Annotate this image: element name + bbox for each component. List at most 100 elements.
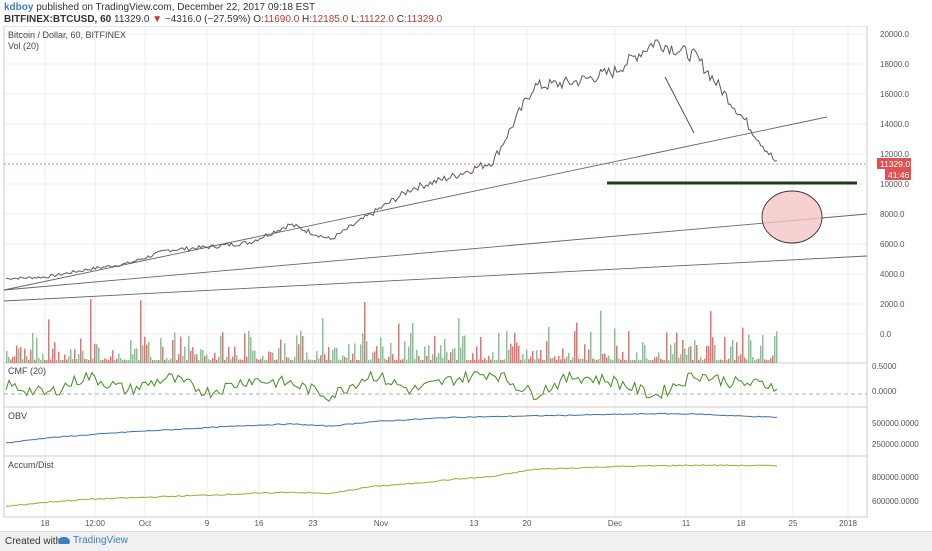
volume-bar xyxy=(170,358,172,363)
volume-bar xyxy=(26,356,28,363)
volume-bar xyxy=(542,359,544,363)
volume-bar xyxy=(410,332,412,363)
volume-bar xyxy=(282,359,284,363)
volume-bar xyxy=(530,356,532,363)
volume-bar xyxy=(294,356,296,363)
volume-bar xyxy=(360,344,362,363)
volume-bar xyxy=(496,359,498,363)
volume-bar xyxy=(492,352,494,363)
volume-bar xyxy=(474,359,476,363)
volume-bar xyxy=(340,359,342,363)
volume-bar xyxy=(672,354,674,363)
volume-bar xyxy=(666,332,668,363)
volume-bar xyxy=(570,359,572,363)
volume-bar xyxy=(158,359,160,363)
volume-bar xyxy=(618,358,620,363)
symbol-label: BITFINEX:BTCUSD, 60 xyxy=(4,14,112,25)
volume-bar xyxy=(638,359,640,363)
tradingview-logo[interactable]: TradingView xyxy=(58,535,128,546)
volume-bar xyxy=(402,359,404,363)
volume-bar xyxy=(500,359,502,363)
volume-bar xyxy=(486,359,488,363)
volume-bar xyxy=(110,356,112,363)
volume-bar xyxy=(466,359,468,363)
volume-bar xyxy=(536,350,538,363)
volume-bar xyxy=(776,331,778,363)
volume-bar xyxy=(740,354,742,363)
time-tick-label: Dec xyxy=(608,519,622,528)
highlight-ellipse xyxy=(761,190,823,244)
volume-bar xyxy=(634,359,636,363)
volume-bar xyxy=(760,345,762,363)
volume-bar xyxy=(444,339,446,363)
volume-bar xyxy=(518,345,520,363)
volume-bar xyxy=(600,310,602,363)
volume-bar xyxy=(472,353,474,363)
volume-bar xyxy=(616,345,618,363)
volume-bar xyxy=(104,358,106,363)
volume-bar xyxy=(226,356,228,363)
volume-bar xyxy=(98,347,100,363)
volume-bar xyxy=(684,348,686,363)
volume-bar xyxy=(458,318,460,363)
indicator-tick-label: 500000.0000 xyxy=(872,419,919,428)
volume-bar xyxy=(34,359,36,363)
volume-bar xyxy=(182,356,184,363)
volume-bar xyxy=(194,354,196,363)
volume-bar xyxy=(6,350,8,363)
chart-area[interactable]: Bitcoin / Dollar, 60, BITFINEX Vol (20) … xyxy=(0,26,932,531)
volume-bar xyxy=(92,358,94,363)
change-value: −4316.0 (−27.59%) xyxy=(164,14,251,25)
volume-bar xyxy=(658,352,660,363)
volume-bar xyxy=(522,354,524,363)
volume-bar xyxy=(144,336,146,363)
volume-bar xyxy=(440,345,442,363)
volume-bar xyxy=(510,343,512,363)
author-name[interactable]: kdboy xyxy=(4,2,34,13)
volume-bar xyxy=(164,359,166,363)
volume-bar xyxy=(322,318,324,363)
volume-bar xyxy=(48,319,50,363)
volume-bar xyxy=(202,350,204,363)
countdown-tag xyxy=(885,169,911,180)
published-text: published on TradingView.com, December 2… xyxy=(36,2,316,13)
volume-bar xyxy=(240,359,242,363)
volume-bar xyxy=(548,326,550,363)
volume-bar xyxy=(198,359,200,363)
volume-bar xyxy=(284,343,286,363)
volume-bar xyxy=(116,358,118,363)
volume-bar xyxy=(260,358,262,363)
volume-bar xyxy=(122,359,124,363)
volume-bar xyxy=(58,351,60,363)
time-tick-label: 18 xyxy=(41,519,50,528)
indicator-tick-label: 600000.0000 xyxy=(872,497,919,506)
volume-bar xyxy=(324,354,326,363)
volume-bar xyxy=(434,336,436,363)
volume-bar xyxy=(694,340,696,363)
volume-bar xyxy=(270,352,272,363)
volume-bar xyxy=(562,348,564,363)
volume-bar xyxy=(520,359,522,363)
high-label: H: xyxy=(302,14,313,25)
cmf-label: CMF (20) xyxy=(8,366,46,376)
volume-bar xyxy=(568,352,570,363)
price-series xyxy=(5,39,778,280)
volume-bar xyxy=(154,359,156,363)
ad-label: Accum/Dist xyxy=(8,460,54,470)
volume-bar xyxy=(700,357,702,363)
volume-bar xyxy=(320,355,322,363)
volume-bar xyxy=(546,340,548,363)
volume-bar xyxy=(90,298,92,363)
volume-bar xyxy=(222,332,224,363)
volume-bar xyxy=(384,358,386,363)
last-price-tag xyxy=(877,158,911,169)
volume-bar xyxy=(70,349,72,363)
volume-bar xyxy=(682,339,684,363)
volume-bar xyxy=(480,336,482,363)
volume-bar xyxy=(80,338,82,363)
volume-bar xyxy=(142,345,144,363)
volume-bar xyxy=(414,358,416,363)
volume-bar xyxy=(40,359,42,363)
volume-bar xyxy=(268,351,270,363)
volume-bar xyxy=(378,358,380,363)
